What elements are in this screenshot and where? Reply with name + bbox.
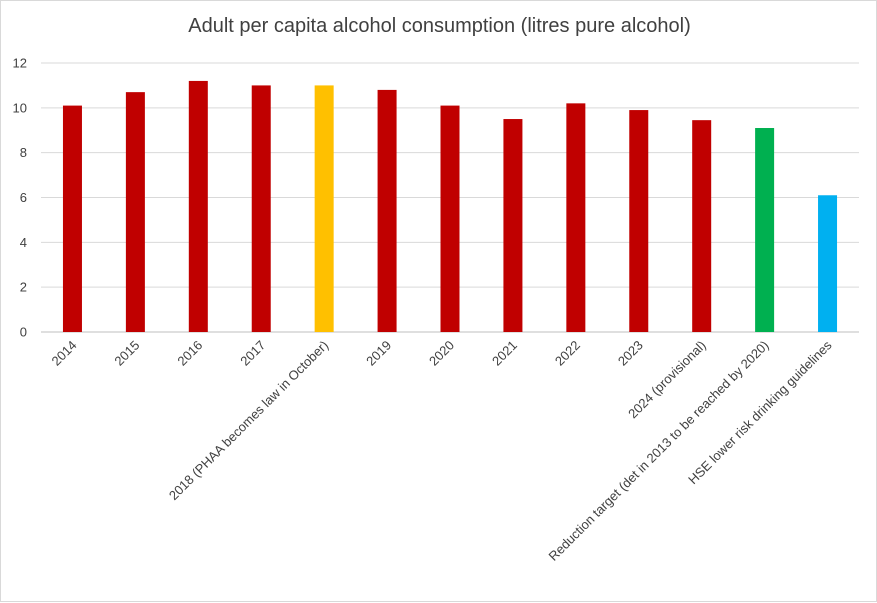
bar (125, 92, 145, 333)
x-tick-label: 2022 (552, 338, 583, 369)
bar (314, 85, 334, 333)
x-tick-label: 2021 (489, 338, 520, 369)
y-tick-label: 10 (13, 100, 27, 115)
bar (503, 119, 523, 333)
bar (440, 105, 460, 332)
x-tick-label: 2016 (174, 338, 205, 369)
bar (755, 128, 775, 332)
y-tick-label: 6 (20, 190, 27, 205)
y-tick-label: 0 (20, 325, 27, 340)
x-tick-label: 2015 (111, 338, 142, 369)
y-tick-label: 8 (20, 145, 27, 160)
bar (566, 103, 586, 332)
bar (818, 195, 838, 332)
bar (251, 85, 271, 333)
y-tick-label: 12 (13, 56, 27, 71)
bar (377, 89, 397, 333)
bar (188, 80, 208, 332)
chart-title: Adult per capita alcohol consumption (li… (188, 15, 691, 37)
x-tick-label: 2019 (363, 338, 394, 369)
x-tick-label: 2017 (237, 338, 268, 369)
y-tick-label: 4 (20, 235, 27, 250)
bar (62, 105, 82, 332)
x-tick-label: Reduction target (det in 2013 to be reac… (545, 338, 771, 564)
bar (692, 120, 712, 332)
x-tick-label: 2020 (426, 338, 457, 369)
x-tick-label: 2014 (49, 338, 80, 369)
bar (629, 110, 649, 332)
x-tick-label: 2023 (615, 338, 646, 369)
y-tick-label: 2 (20, 280, 27, 295)
